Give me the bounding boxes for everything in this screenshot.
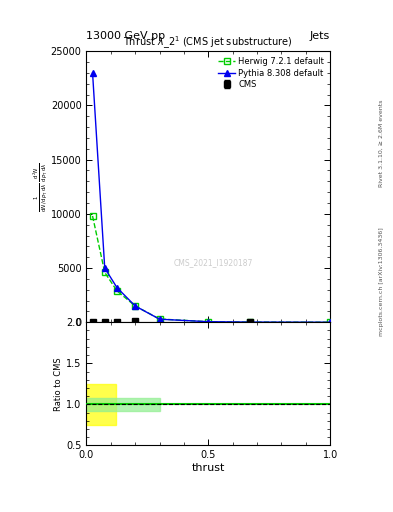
Text: Rivet 3.1.10, ≥ 2.6M events: Rivet 3.1.10, ≥ 2.6M events (379, 100, 384, 187)
Title: Thrust $\lambda\_2^{1}$ (CMS jet substructure): Thrust $\lambda\_2^{1}$ (CMS jet substru… (123, 35, 293, 51)
Y-axis label: Ratio to CMS: Ratio to CMS (55, 357, 63, 411)
Pythia 8.308 default (133, 303, 138, 309)
Pythia 8.308 default (115, 285, 119, 291)
Pythia 8.308 default (328, 319, 332, 325)
Herwig 7.2.1 default (328, 319, 332, 325)
Legend: Herwig 7.2.1 default, Pythia 8.308 default, CMS: Herwig 7.2.1 default, Pythia 8.308 defau… (217, 55, 326, 91)
Bar (86, 398, 160, 411)
Herwig 7.2.1 default (102, 269, 107, 275)
Text: mcplots.cern.ch [arXiv:1306.3436]: mcplots.cern.ch [arXiv:1306.3436] (379, 227, 384, 336)
Pythia 8.308 default (247, 319, 252, 325)
Herwig 7.2.1 default (133, 303, 138, 309)
Y-axis label: $\frac{1}{\mathrm{d}N\,/\,\mathrm{d}p_\mathrm{T}\,\mathrm{d}\lambda}$ $\frac{\ma: $\frac{1}{\mathrm{d}N\,/\,\mathrm{d}p_\m… (31, 162, 50, 211)
Text: 13000 GeV pp: 13000 GeV pp (86, 31, 165, 41)
Pythia 8.308 default (157, 316, 162, 322)
Herwig 7.2.1 default (206, 318, 211, 325)
Pythia 8.308 default (102, 265, 107, 271)
Line: Herwig 7.2.1 default: Herwig 7.2.1 default (90, 213, 333, 325)
Text: CMS_2021_I1920187: CMS_2021_I1920187 (173, 258, 253, 267)
Bar (86, 384, 116, 425)
Herwig 7.2.1 default (90, 213, 95, 219)
Line: Pythia 8.308 default: Pythia 8.308 default (89, 70, 334, 326)
Herwig 7.2.1 default (247, 319, 252, 325)
Herwig 7.2.1 default (157, 316, 162, 322)
Pythia 8.308 default (206, 318, 211, 325)
Herwig 7.2.1 default (115, 288, 119, 294)
Pythia 8.308 default (90, 70, 95, 76)
Text: Jets: Jets (310, 31, 330, 41)
X-axis label: thrust: thrust (192, 463, 225, 473)
